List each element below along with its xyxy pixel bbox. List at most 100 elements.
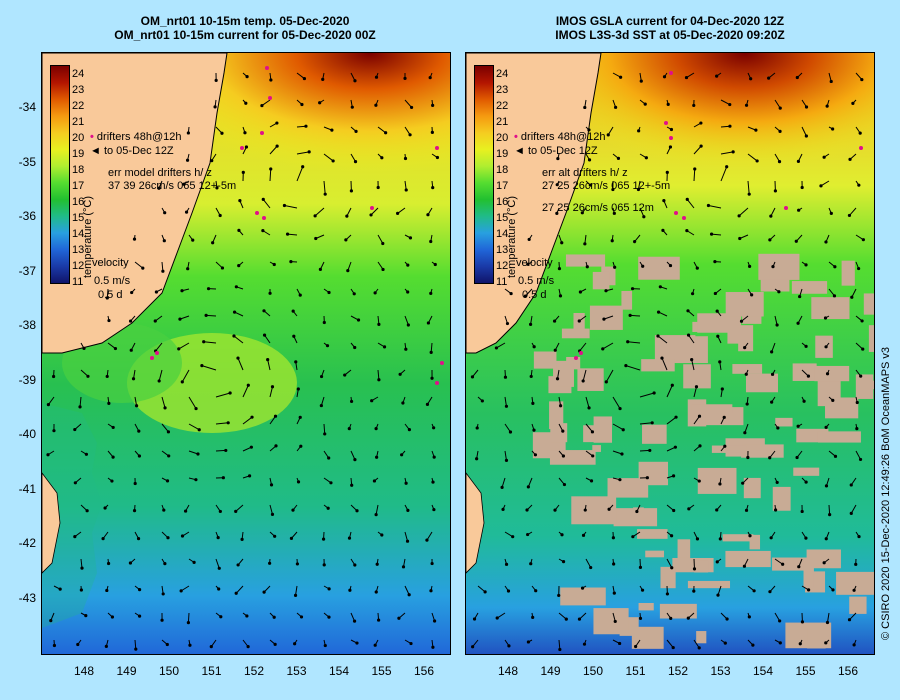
- current-arrow-head: [409, 105, 414, 110]
- current-arrow-head: [857, 183, 861, 187]
- current-arrow-head: [291, 309, 295, 313]
- current-arrow: [605, 369, 614, 383]
- current-arrow-head: [634, 644, 638, 649]
- current-arrow-head: [377, 378, 381, 382]
- current-arrow: [377, 369, 380, 380]
- current-arrow-head: [384, 131, 388, 135]
- current-arrow-head: [236, 356, 240, 360]
- colorbar-tick-label: 17: [496, 180, 509, 192]
- current-arrow-head: [528, 322, 533, 326]
- longitude-tick-label: 148: [73, 664, 95, 678]
- current-arrow-head: [527, 237, 531, 242]
- longitude-tick-label: 155: [795, 664, 816, 678]
- current-arrow-head: [503, 375, 508, 379]
- current-arrow-head: [604, 380, 608, 384]
- current-arrow-head: [291, 508, 295, 512]
- cloud-patch: [815, 335, 833, 358]
- current-arrow-head: [178, 317, 182, 321]
- current-arrow-head: [504, 562, 509, 566]
- current-arrow-head: [747, 192, 751, 196]
- current-arrow-head: [533, 453, 538, 457]
- cloud-patch: [669, 336, 708, 364]
- current-arrow: [242, 385, 249, 398]
- current-arrow-head: [356, 318, 361, 322]
- current-arrow-head: [824, 345, 828, 349]
- current-arrow: [625, 365, 641, 371]
- current-arrow-head: [825, 620, 830, 625]
- left-map-panel[interactable]: 24 23 22 21 20 19 18 17 16 15 14 13 12 11 temperature…: [41, 52, 451, 655]
- current-arrow-head: [687, 507, 691, 511]
- cloud-patch: [711, 445, 747, 453]
- current-arrow-head: [425, 402, 430, 407]
- colorbar-tick-label: 16: [72, 196, 85, 208]
- colorbar-tick-label: 20: [72, 132, 85, 144]
- current-arrow-head: [274, 444, 278, 448]
- current-arrow-head: [699, 144, 703, 148]
- current-arrow-head: [624, 364, 628, 368]
- current-arrow-head: [850, 295, 854, 299]
- current-arrow-head: [408, 133, 412, 137]
- current-arrow-head: [723, 641, 727, 645]
- current-arrow-head: [507, 644, 511, 648]
- latitude-tick-label: -35: [18, 154, 36, 169]
- current-arrow-head: [694, 385, 699, 389]
- current-arrow-head: [725, 165, 729, 169]
- drifter-point: [784, 206, 788, 210]
- current-arrow-head: [716, 593, 720, 597]
- current-arrow-head: [432, 426, 436, 430]
- current-arrow-head: [860, 77, 864, 82]
- current-arrow-head: [824, 425, 828, 429]
- drifter-point: [155, 351, 159, 355]
- current-arrow-head: [806, 374, 811, 378]
- current-arrow-head: [162, 508, 166, 512]
- current-arrow-head: [374, 75, 379, 79]
- current-arrow: [612, 423, 624, 431]
- current-arrow-head: [526, 640, 531, 644]
- current-arrow-head: [560, 241, 564, 245]
- current-arrow: [828, 504, 831, 515]
- current-arrow-head: [475, 426, 479, 430]
- current-arrow-head: [800, 185, 804, 190]
- current-arrow-head: [588, 183, 592, 187]
- current-arrow-head: [141, 266, 145, 270]
- cloud-patch: [745, 373, 778, 393]
- right-tasmania: [466, 472, 485, 574]
- cloud-patch: [803, 559, 814, 588]
- current-arrow-head: [285, 232, 290, 236]
- current-arrow-head: [723, 444, 727, 448]
- current-arrow-head: [674, 415, 678, 419]
- current-arrow-head: [406, 290, 410, 294]
- current-arrow-head: [188, 643, 192, 647]
- right-map-panel[interactable]: 24 23 22 21 20 19 18 17 16 15 14 13 12 11 temperature…: [465, 52, 875, 655]
- current-arrow-head: [307, 150, 311, 154]
- current-arrow: [375, 504, 379, 515]
- cloud-patch: [593, 608, 629, 635]
- current-arrow: [666, 416, 677, 425]
- current-arrow-head: [800, 620, 805, 624]
- current-arrow-head: [433, 262, 437, 267]
- current-arrow-head: [745, 402, 749, 406]
- current-arrow-head: [408, 236, 413, 240]
- current-arrow-head: [241, 170, 245, 174]
- current-arrow-head: [406, 508, 410, 512]
- current-arrow-head: [673, 445, 677, 449]
- current-arrow-head: [349, 189, 354, 193]
- current-arrow: [233, 335, 244, 344]
- latitude-tick-label: -43: [18, 590, 36, 605]
- current-arrow-head: [132, 509, 137, 513]
- current-arrow: [525, 288, 533, 297]
- current-arrow-head: [352, 619, 357, 623]
- current-arrow-head: [269, 167, 273, 171]
- current-arrow: [666, 385, 673, 398]
- current-arrow-head: [191, 238, 195, 242]
- current-arrow-head: [589, 479, 594, 483]
- current-arrow-head: [582, 642, 587, 646]
- current-arrow-head: [206, 287, 211, 291]
- current-arrow-head: [85, 509, 89, 513]
- colorbar-tick-label: 11: [72, 276, 84, 288]
- current-arrow-head: [370, 399, 374, 403]
- current-arrow-head: [775, 323, 779, 327]
- cloud-patch: [550, 423, 568, 443]
- current-arrow-head: [580, 586, 585, 590]
- colorbar-tick-label: 19: [72, 148, 85, 160]
